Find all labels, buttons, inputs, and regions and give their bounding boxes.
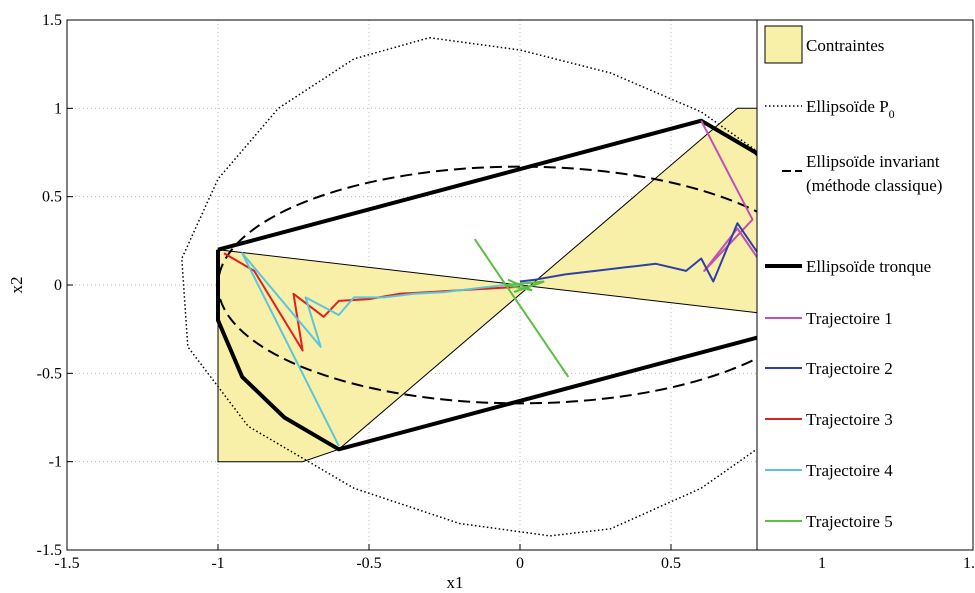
x-tick-label: 0.5: [661, 555, 681, 572]
trajectoire-5-line: [473, 238, 570, 378]
legend-trajectoire-4-label: Trajectoire 4: [806, 461, 893, 480]
y-tick-label: -1: [49, 454, 62, 471]
y-tick-label: -1.5: [37, 542, 62, 559]
legend-trajectoire-2-label: Trajectoire 2: [806, 359, 893, 378]
y-tick-label: 0: [54, 277, 62, 294]
trajectoire-2-line: [519, 222, 799, 313]
x-tick-label: 1.5: [963, 555, 975, 572]
legend-ellipsoide-invariant-label-line2: (méthode classique): [806, 176, 942, 195]
trajectoire-4-line: [241, 252, 520, 447]
x-axis-label: x1: [447, 573, 464, 592]
legend-trajectoire-3-label: Trajectoire 3: [806, 410, 893, 429]
legend-contraintes-swatch: [764, 25, 803, 64]
x-tick-label: -1.5: [54, 555, 79, 572]
x-tick-label: -0.5: [356, 555, 381, 572]
legend-ellipsoide-invariant-label: Ellipsoïde invariant: [806, 152, 940, 171]
y-tick-label: 0.5: [42, 189, 62, 206]
x-tick-label: -1: [211, 555, 224, 572]
x-tick-label: 1: [818, 555, 826, 572]
trajectoire-5-cluster: [504, 278, 545, 294]
y-tick-label: 1: [54, 100, 62, 117]
legend-ellipsoide-p-subscript: 0: [889, 107, 895, 121]
y-axis-label: x2: [7, 277, 26, 294]
legend-trajectoire-1-label: Trajectoire 1: [806, 309, 893, 328]
x-tick-label: 0: [516, 555, 524, 572]
legend-ellipsoide-tronque-label: Ellipsoïde tronque: [806, 257, 931, 276]
legend-trajectoire-5-label: Trajectoire 5: [806, 512, 893, 531]
ellipsoide-p-line: [181, 36, 847, 537]
legend-contraintes-label: Contraintes: [806, 36, 884, 55]
legend-box: [756, 19, 974, 551]
y-tick-label: -0.5: [37, 365, 62, 382]
y-tick-label: 1.5: [42, 12, 62, 29]
ticks: -1.5 -1 -0.5 0 0.5 1 1.5 -1.5 -1 -0.5 0 0.5 1 1.5: [37, 12, 975, 572]
series-layer: [181, 36, 847, 537]
